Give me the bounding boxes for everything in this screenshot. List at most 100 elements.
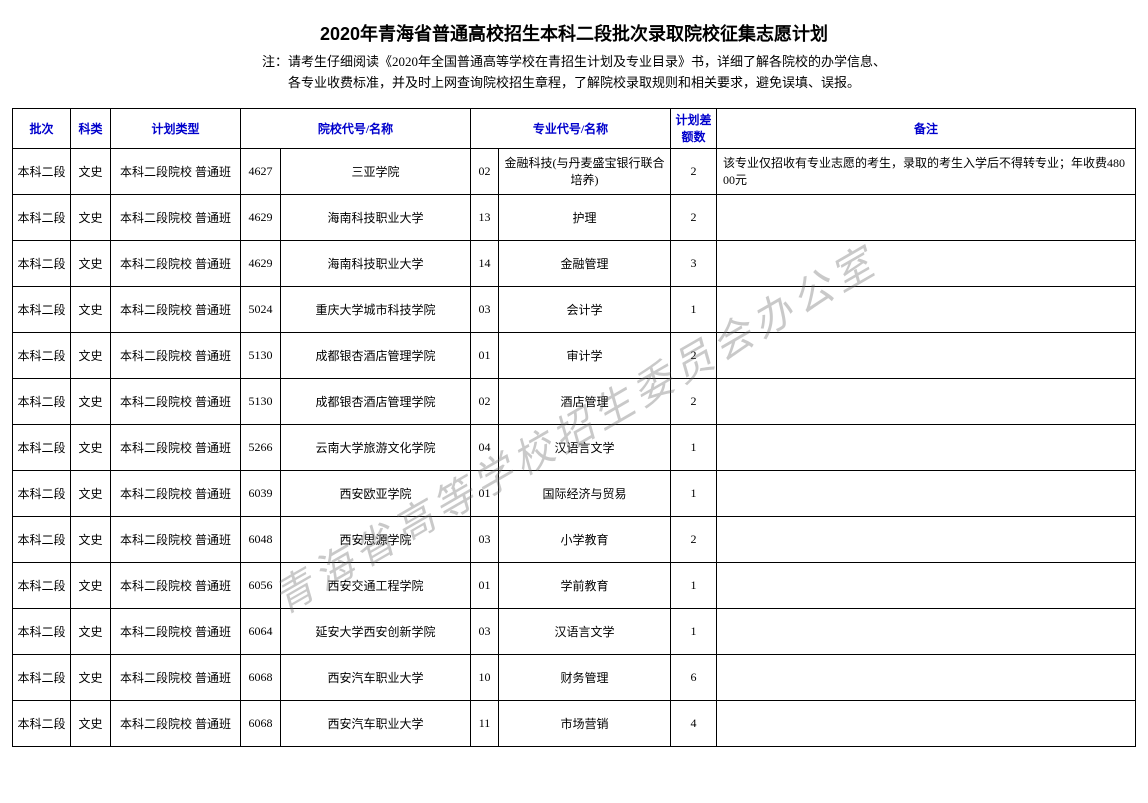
cell-plan: 本科二段院校 普通班 <box>111 608 241 654</box>
cell-plan: 本科二段院校 普通班 <box>111 378 241 424</box>
cell-major-name: 会计学 <box>499 286 671 332</box>
cell-school-name: 成都银杏酒店管理学院 <box>281 332 471 378</box>
header-category: 科类 <box>71 108 111 148</box>
cell-category: 文史 <box>71 470 111 516</box>
cell-school-code: 6064 <box>241 608 281 654</box>
cell-major-name: 金融管理 <box>499 240 671 286</box>
cell-major-code: 02 <box>471 378 499 424</box>
cell-school-name: 西安交通工程学院 <box>281 562 471 608</box>
cell-major-code: 10 <box>471 654 499 700</box>
table-header: 批次 科类 计划类型 院校代号/名称 专业代号/名称 计划差额数 备注 <box>13 108 1136 148</box>
cell-major-code: 03 <box>471 608 499 654</box>
cell-major-code: 04 <box>471 424 499 470</box>
cell-diff: 2 <box>671 148 717 194</box>
cell-school-name: 西安思源学院 <box>281 516 471 562</box>
cell-diff: 2 <box>671 378 717 424</box>
cell-major-name: 学前教育 <box>499 562 671 608</box>
cell-batch: 本科二段 <box>13 516 71 562</box>
cell-remark <box>717 378 1136 424</box>
cell-major-name: 金融科技(与丹麦盛宝银行联合培养) <box>499 148 671 194</box>
cell-major-name: 审计学 <box>499 332 671 378</box>
cell-batch: 本科二段 <box>13 332 71 378</box>
cell-school-name: 延安大学西安创新学院 <box>281 608 471 654</box>
cell-school-name: 西安欧亚学院 <box>281 470 471 516</box>
cell-category: 文史 <box>71 240 111 286</box>
header-batch: 批次 <box>13 108 71 148</box>
note-line-2: 各专业收费标准，并及时上网查询院校招生章程，了解院校录取规则和相关要求，避免误填… <box>12 73 1136 94</box>
cell-remark <box>717 194 1136 240</box>
cell-plan: 本科二段院校 普通班 <box>111 286 241 332</box>
table-body: 本科二段文史本科二段院校 普通班4627三亚学院02金融科技(与丹麦盛宝银行联合… <box>13 148 1136 746</box>
cell-major-code: 02 <box>471 148 499 194</box>
cell-category: 文史 <box>71 700 111 746</box>
cell-major-name: 小学教育 <box>499 516 671 562</box>
cell-major-code: 01 <box>471 332 499 378</box>
cell-school-name: 重庆大学城市科技学院 <box>281 286 471 332</box>
cell-remark <box>717 286 1136 332</box>
cell-remark <box>717 700 1136 746</box>
cell-major-name: 护理 <box>499 194 671 240</box>
cell-major-code: 01 <box>471 470 499 516</box>
cell-diff: 2 <box>671 516 717 562</box>
cell-school-code: 4629 <box>241 194 281 240</box>
note-block: 注：请考生仔细阅读《2020年全国普通高等学校在青招生计划及专业目录》书，详细了… <box>12 52 1136 94</box>
cell-diff: 3 <box>671 240 717 286</box>
cell-category: 文史 <box>71 194 111 240</box>
cell-school-name: 三亚学院 <box>281 148 471 194</box>
cell-batch: 本科二段 <box>13 378 71 424</box>
cell-diff: 2 <box>671 194 717 240</box>
cell-major-code: 13 <box>471 194 499 240</box>
cell-remark <box>717 516 1136 562</box>
cell-school-name: 云南大学旅游文化学院 <box>281 424 471 470</box>
cell-plan: 本科二段院校 普通班 <box>111 424 241 470</box>
cell-school-code: 4629 <box>241 240 281 286</box>
cell-category: 文史 <box>71 286 111 332</box>
cell-school-name: 成都银杏酒店管理学院 <box>281 378 471 424</box>
cell-plan: 本科二段院校 普通班 <box>111 562 241 608</box>
cell-school-name: 海南科技职业大学 <box>281 194 471 240</box>
cell-category: 文史 <box>71 608 111 654</box>
cell-major-name: 国际经济与贸易 <box>499 470 671 516</box>
cell-major-code: 14 <box>471 240 499 286</box>
cell-school-code: 5130 <box>241 332 281 378</box>
table-row: 本科二段文史本科二段院校 普通班6056西安交通工程学院01学前教育1 <box>13 562 1136 608</box>
cell-remark <box>717 240 1136 286</box>
cell-school-code: 6056 <box>241 562 281 608</box>
header-plan-type: 计划类型 <box>111 108 241 148</box>
cell-school-code: 6068 <box>241 654 281 700</box>
cell-diff: 1 <box>671 424 717 470</box>
cell-plan: 本科二段院校 普通班 <box>111 148 241 194</box>
cell-plan: 本科二段院校 普通班 <box>111 470 241 516</box>
table-row: 本科二段文史本科二段院校 普通班5024重庆大学城市科技学院03会计学1 <box>13 286 1136 332</box>
cell-batch: 本科二段 <box>13 148 71 194</box>
table-row: 本科二段文史本科二段院校 普通班6068西安汽车职业大学11市场营销4 <box>13 700 1136 746</box>
cell-school-name: 西安汽车职业大学 <box>281 700 471 746</box>
cell-batch: 本科二段 <box>13 470 71 516</box>
cell-remark <box>717 608 1136 654</box>
header-remark: 备注 <box>717 108 1136 148</box>
cell-batch: 本科二段 <box>13 654 71 700</box>
cell-school-code: 6048 <box>241 516 281 562</box>
cell-plan: 本科二段院校 普通班 <box>111 332 241 378</box>
cell-school-name: 西安汽车职业大学 <box>281 654 471 700</box>
cell-remark <box>717 470 1136 516</box>
table-row: 本科二段文史本科二段院校 普通班5266云南大学旅游文化学院04汉语言文学1 <box>13 424 1136 470</box>
cell-batch: 本科二段 <box>13 194 71 240</box>
cell-remark <box>717 562 1136 608</box>
cell-diff: 1 <box>671 608 717 654</box>
cell-remark <box>717 424 1136 470</box>
cell-school-code: 5266 <box>241 424 281 470</box>
cell-school-code: 6039 <box>241 470 281 516</box>
cell-batch: 本科二段 <box>13 700 71 746</box>
cell-major-code: 01 <box>471 562 499 608</box>
table-row: 本科二段文史本科二段院校 普通班6068西安汽车职业大学10财务管理6 <box>13 654 1136 700</box>
cell-remark: 该专业仅招收有专业志愿的考生，录取的考生入学后不得转专业；年收费48000元 <box>717 148 1136 194</box>
cell-diff: 4 <box>671 700 717 746</box>
table-row: 本科二段文史本科二段院校 普通班6039西安欧亚学院01国际经济与贸易1 <box>13 470 1136 516</box>
cell-category: 文史 <box>71 562 111 608</box>
cell-remark <box>717 332 1136 378</box>
cell-batch: 本科二段 <box>13 286 71 332</box>
cell-batch: 本科二段 <box>13 424 71 470</box>
cell-category: 文史 <box>71 654 111 700</box>
cell-plan: 本科二段院校 普通班 <box>111 516 241 562</box>
